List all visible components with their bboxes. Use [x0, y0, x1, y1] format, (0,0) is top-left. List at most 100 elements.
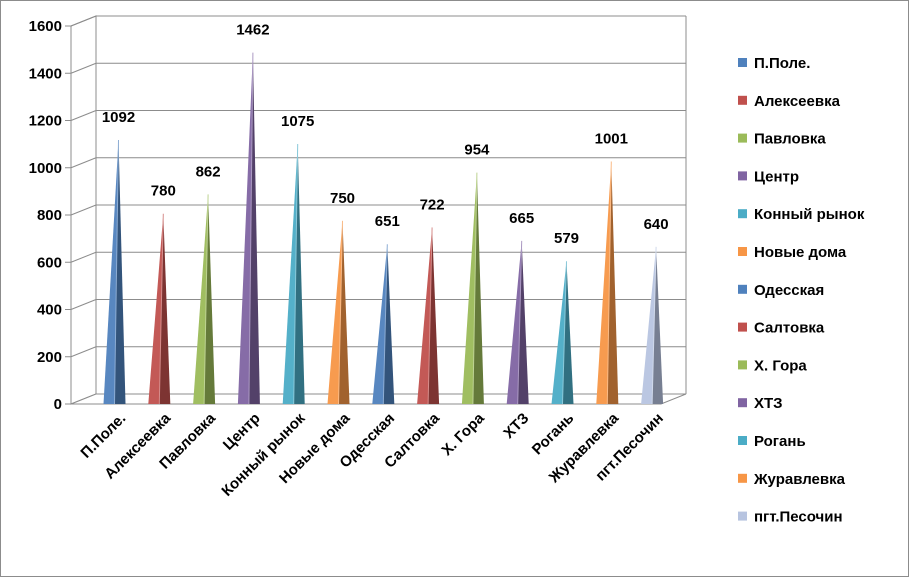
cone-face-right [652, 246, 664, 404]
cone-highlight [203, 194, 209, 405]
cone-highlight [517, 240, 523, 405]
legend-swatch [738, 511, 747, 521]
cone-highlight [472, 172, 478, 405]
data-label: 1075 [281, 113, 314, 130]
x-category-label: Х. Гора [438, 409, 488, 459]
legend-label: Х. Гора [754, 357, 807, 374]
cone-face-right [159, 213, 171, 404]
y-tick-label: 1000 [29, 160, 62, 177]
legend-label: Центр [754, 168, 799, 185]
cone-face-right [517, 240, 529, 404]
y-tick-label: 200 [37, 349, 62, 366]
gridline-side [70, 62, 97, 74]
cone-highlight [338, 220, 343, 405]
legend-swatch [738, 473, 747, 483]
cone-face-right [607, 161, 619, 404]
legend-swatch [738, 284, 747, 294]
cone-highlight [606, 161, 612, 405]
x-category-label: Центр [220, 410, 264, 454]
cone-face-left [417, 227, 433, 404]
gridlines [70, 15, 686, 358]
x-category-label: ХТЗ [500, 410, 532, 442]
cone-face-right [472, 172, 484, 404]
legend-swatch [738, 436, 747, 445]
legend-swatch [738, 398, 747, 408]
data-label: 579 [554, 230, 579, 247]
data-label: 750 [330, 190, 355, 207]
gridline-side [70, 346, 97, 358]
y-tick-label: 1400 [29, 65, 62, 82]
cone-face-left [551, 261, 567, 404]
cone-face-right [204, 194, 216, 404]
data-label: 862 [196, 163, 221, 180]
cone-highlight [114, 140, 119, 405]
legend-swatch [738, 171, 747, 181]
cone-face-right [248, 52, 260, 404]
data-label: 651 [375, 213, 400, 230]
y-tick-label: 0 [54, 396, 62, 413]
legend-label: ХТЗ [754, 395, 783, 412]
cone-face-left [237, 52, 253, 404]
data-label: 722 [420, 196, 445, 213]
legend-label: Салтовка [754, 320, 825, 337]
cone-face-left [461, 172, 477, 404]
y-tick-label: 1600 [29, 18, 62, 35]
data-label: 1001 [595, 131, 628, 148]
data-label: 665 [509, 210, 534, 227]
y-tick-label: 400 [37, 302, 62, 319]
cone-highlight [562, 261, 567, 405]
cone-highlight [382, 244, 388, 405]
gridline-side [70, 251, 97, 263]
cone-face-right [338, 220, 350, 404]
y-tick-label: 1200 [29, 113, 62, 130]
cone-highlight [248, 52, 254, 405]
cone-face-left [193, 194, 209, 404]
cone-face-left [327, 220, 343, 404]
cone-face-left [372, 244, 388, 404]
legend-label: пгт.Песочин [754, 509, 843, 526]
cone-face-left [103, 140, 119, 404]
legend-label: Журавлевка [753, 471, 846, 488]
gridline-side [70, 157, 97, 169]
data-label: 640 [644, 216, 669, 233]
cone-face-left [596, 161, 612, 404]
legend-swatch [738, 322, 747, 332]
cone-face-right [114, 140, 126, 404]
gridline-side [70, 204, 97, 216]
legend-swatch [738, 247, 747, 256]
legend-label: Рогань [754, 433, 806, 450]
cone-highlight [651, 246, 657, 405]
gridline-side [70, 15, 97, 27]
legend-label: П.Поле. [754, 55, 810, 72]
data-label: 954 [464, 142, 490, 159]
legend-swatch [738, 360, 747, 370]
legend-label: Новые дома [754, 244, 847, 261]
legend-swatch [738, 95, 747, 105]
cone-highlight [158, 213, 164, 405]
cone-series [103, 52, 664, 405]
cone-highlight [427, 227, 433, 405]
legend-label: Одесская [754, 282, 824, 299]
legend-label: Павловка [754, 131, 826, 148]
cone-face-left [148, 213, 164, 404]
y-tick-label: 800 [37, 207, 62, 224]
data-labels: 1092 780 862 1462 1075 750 651 722 954 665 579 1001… [102, 22, 669, 248]
legend-label: Алексеевка [754, 93, 841, 110]
cone-highlight [293, 144, 299, 405]
legend-label: Конный рынок [754, 206, 865, 223]
legend-swatch [738, 133, 747, 143]
cone-face-left [506, 240, 522, 404]
cone-face-left [282, 144, 298, 404]
cone-face-right [383, 244, 395, 404]
legend: П.Поле. Алексеевка Павловка Центр Конный рын… [738, 55, 865, 526]
cone-face-right [428, 227, 440, 404]
legend-swatch [738, 209, 747, 219]
cone-face-right [293, 144, 305, 404]
gridline-side [70, 299, 97, 310]
y-tick-label: 600 [37, 254, 62, 271]
legend-swatch [738, 58, 747, 67]
y-axis-ticks: 0 200 400 600 800 1000 1200 1400 1600 [29, 18, 71, 413]
